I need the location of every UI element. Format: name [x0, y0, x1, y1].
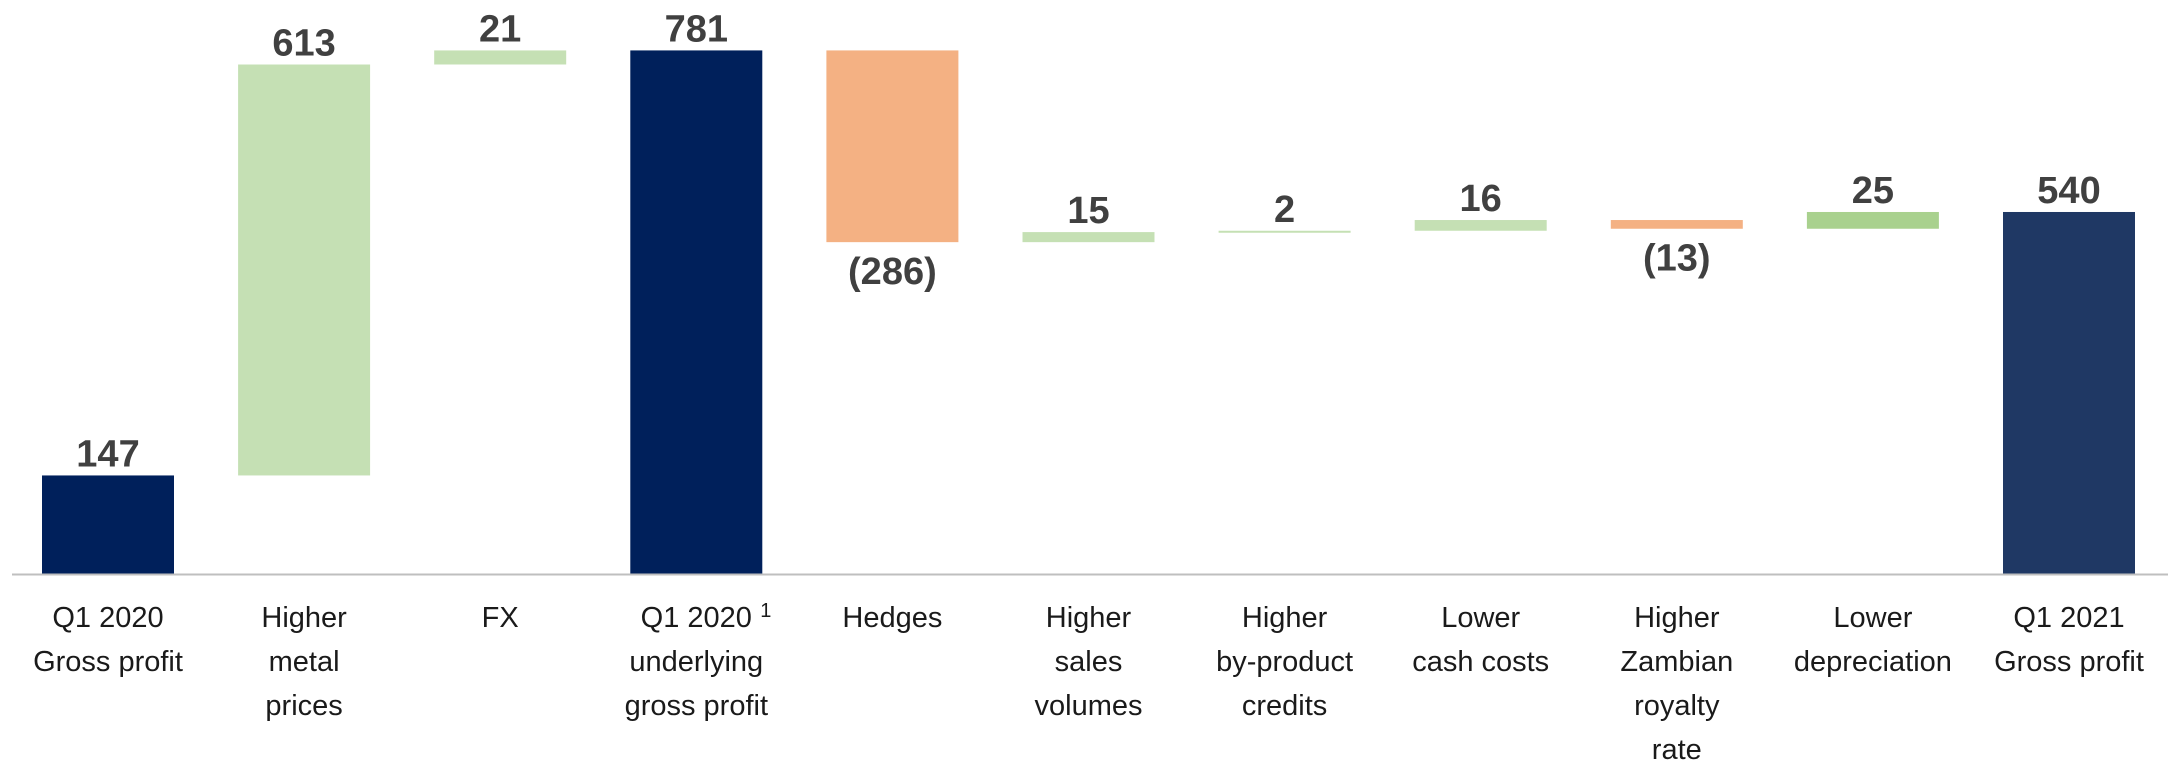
data-label-9: 25	[1852, 170, 1894, 212]
tick-label-4-line-0: Hedges	[842, 602, 942, 634]
tick-label-4: Hedges	[842, 602, 942, 634]
tick-label-8-line-1: Zambian	[1620, 646, 1733, 678]
tick-label-10: Q1 2021 Gross profit	[1994, 602, 2144, 678]
tick-label-8-line-3: rate	[1652, 734, 1702, 763]
data-label-2: 21	[479, 8, 521, 50]
tick-label-5: Higher sales volumes	[1035, 602, 1143, 722]
tick-label-7-line-0: Lower	[1441, 602, 1520, 634]
tick-label-6-line-0: Higher	[1242, 602, 1328, 634]
tick-label-7: Lower cash costs	[1412, 602, 1549, 678]
tick-label-2-line-0: FX	[482, 602, 519, 634]
bar-3	[630, 50, 763, 574]
tick-label-2: FX	[482, 602, 519, 634]
bar-10	[2003, 211, 2135, 574]
tick-label-0: Q1 2020 Gross profit	[33, 602, 183, 678]
tick-label-5-line-0: Higher	[1046, 602, 1132, 634]
footnote-marker: 1	[760, 600, 771, 622]
tick-label-0-line-1: Gross profit	[33, 646, 183, 678]
data-label-0: 147	[76, 433, 139, 475]
tick-label-5-line-1: sales	[1055, 646, 1123, 678]
tick-label-10-line-1: Gross profit	[1994, 646, 2144, 678]
bar-4	[826, 50, 959, 243]
tick-label-3-line-1: underlying	[629, 646, 763, 678]
data-label-6: 2	[1274, 189, 1295, 231]
tick-label-10-line-0: Q1 2021	[2013, 602, 2124, 634]
data-label-1: 613	[272, 22, 335, 64]
tick-label-6: Higher by-product credits	[1216, 602, 1353, 722]
tick-label-1-line-1: metal	[269, 646, 340, 678]
tick-label-3-line-2: gross profit	[625, 690, 768, 722]
tick-label-8-line-0: Higher	[1634, 602, 1720, 634]
bar-8	[1610, 220, 1743, 229]
data-label-7: 16	[1460, 178, 1502, 220]
tick-label-5-line-2: volumes	[1035, 690, 1143, 722]
tick-label-6-line-1: by-product	[1216, 646, 1353, 678]
tick-label-9-line-0: Lower	[1833, 602, 1912, 634]
bar-7	[1414, 220, 1547, 231]
tick-label-8: Higher Zambian royalty rate	[1620, 602, 1733, 763]
tick-label-1: Higher metal prices	[261, 602, 347, 722]
bar-6	[1218, 230, 1351, 233]
data-label-8: (13)	[1643, 238, 1711, 280]
tick-label-9: Lower depreciation	[1794, 602, 1952, 678]
data-label-5: 15	[1067, 190, 1109, 232]
bar-2	[434, 50, 567, 65]
data-label-10: 540	[2037, 170, 2100, 212]
tick-label-1-line-2: prices	[265, 690, 342, 722]
bar-5	[1022, 232, 1155, 243]
bar-9	[1806, 211, 1939, 229]
tick-label-9-line-1: depreciation	[1794, 646, 1952, 678]
bar-1	[238, 64, 371, 476]
tick-label-3: Q1 2020 underlying gross profit	[625, 602, 768, 722]
tick-label-0-line-0: Q1 2020	[52, 602, 163, 634]
data-label-3: 781	[665, 8, 728, 50]
bar-0	[42, 475, 174, 574]
tick-label-8-line-2: royalty	[1634, 690, 1720, 722]
tick-label-1-line-0: Higher	[261, 602, 347, 634]
tick-label-6-line-2: credits	[1242, 690, 1327, 722]
tick-label-3-line-0: Q1 2020	[641, 602, 752, 634]
data-label-4: (286)	[848, 251, 937, 293]
tick-label-7-line-1: cash costs	[1412, 646, 1549, 678]
